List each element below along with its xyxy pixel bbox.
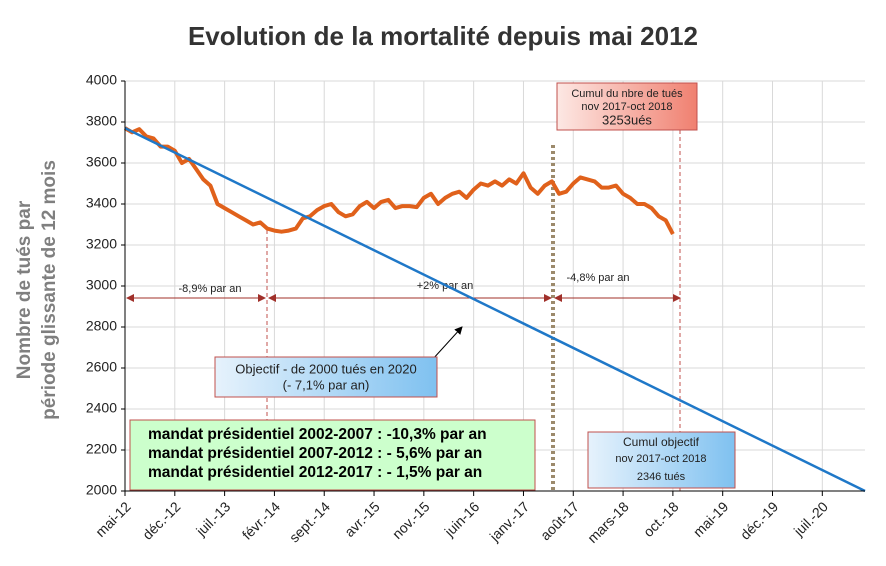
objectif-box [214,356,438,398]
cumul-text: 3253ués [602,112,652,127]
x-tick-label: oct.-18 [640,498,682,540]
cumul-objectif-text: Cumul objectif [623,435,700,449]
x-tick-label: nov.-15 [389,498,433,542]
y-axis-title: période glissante de 12 mois [39,160,60,420]
y-tick-label: 3400 [86,195,117,211]
x-tick-label: déc.-19 [737,498,781,542]
objectif-text: (- 7,1% par an) [283,377,370,392]
x-tick-label: avr.-15 [341,498,383,540]
y-tick-label: 3600 [86,154,117,170]
x-tick-label: mai-19 [690,498,732,540]
rate-label: -4,8% par an [567,272,630,284]
y-tick-label: 3800 [86,113,117,129]
cumul-box [556,82,698,131]
x-tick-label: mars-18 [584,498,632,546]
series-line [123,126,675,236]
y-tick-label: 4000 [86,72,117,88]
cumul-text: Cumul du nbre de tués [571,88,683,100]
x-tick-label: févr.-14 [239,498,283,542]
y-tick-label: 2400 [86,400,117,416]
cumul-objectif-box [587,431,736,489]
cumul-objectif-text: nov 2017-oct 2018 [615,453,706,465]
mandat-text: mandat présidentiel 2012-2017 : - 1,5% p… [148,464,482,481]
x-tick-label: janv.-17 [486,498,533,545]
mandat-text: mandat présidentiel 2002-2007 : -10,3% p… [148,426,487,443]
objectif-text: Objectif - de 2000 tués en 2020 [235,361,416,376]
x-tick-label: juil.-20 [790,498,831,539]
mandat-text: mandat présidentiel 2007-2012 : - 5,6% p… [148,445,482,462]
x-tick-label: déc.-12 [139,498,183,542]
y-tick-label: 2800 [86,318,117,334]
series-line [124,126,866,493]
cumul-text: nov 2017-oct 2018 [581,101,672,113]
x-tick-label: juil.-13 [192,498,233,539]
y-tick-label: 3200 [86,236,117,252]
plot [123,126,866,493]
y-tick-label: 2000 [86,482,117,498]
x-tick-label: sept.-14 [286,498,333,545]
chart-title: Evolution de la mortalité depuis mai 201… [188,21,698,51]
x-tick-label: août-17 [537,498,582,543]
y-tick-label: 2600 [86,359,117,375]
y-axis-title: Nombre de tués par [14,200,35,379]
mandat-box [129,419,536,491]
rate-label: -8,9% par an [179,283,242,295]
y-tick-label: 3000 [86,277,117,293]
x-tick-label: mai-12 [92,498,134,540]
cumul-objectif-text: 2346 tués [637,471,686,483]
objectif-arrow [431,326,463,361]
y-tick-label: 2200 [86,441,117,457]
x-tick-label: juin-16 [441,498,483,540]
